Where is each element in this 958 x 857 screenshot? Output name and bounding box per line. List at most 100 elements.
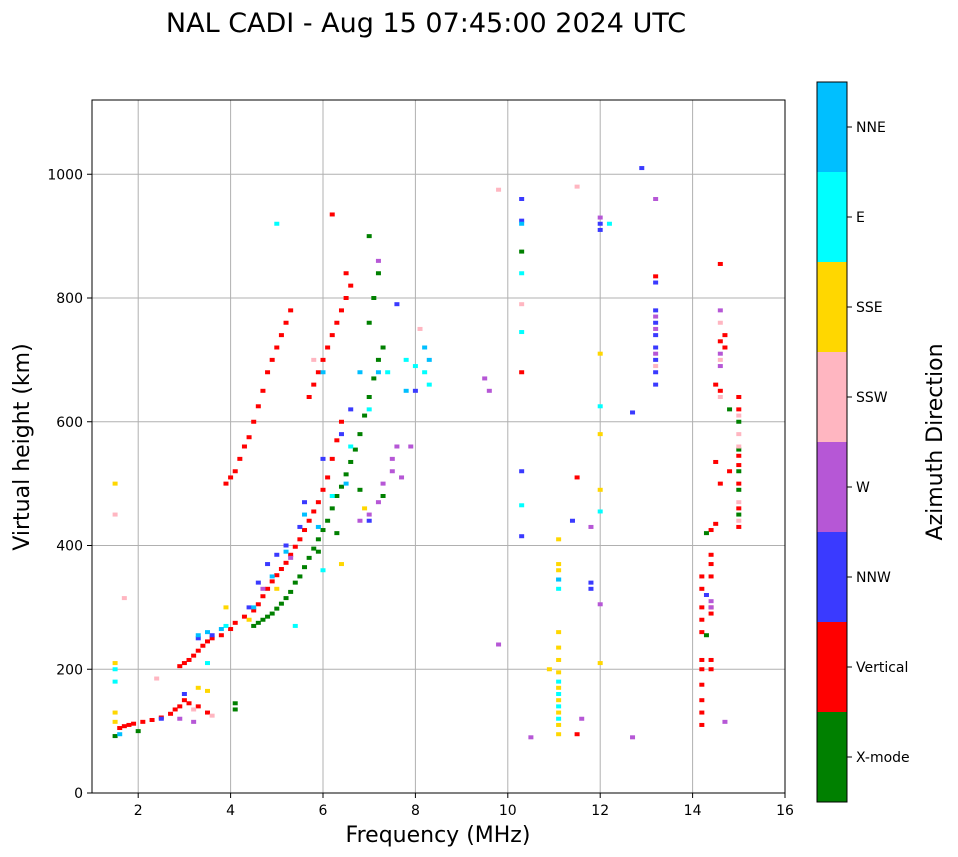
- point-vertical: [343, 271, 349, 276]
- point-ssw: [112, 512, 118, 517]
- point-vertical: [186, 701, 192, 706]
- point-nne: [195, 633, 201, 638]
- point-vertical: [205, 639, 210, 644]
- point-sse: [556, 732, 562, 737]
- point-nnw: [519, 218, 525, 223]
- point-vertical: [274, 345, 280, 350]
- point-sse: [112, 719, 118, 724]
- point-w: [653, 351, 659, 356]
- y-tick-label: 800: [56, 291, 83, 307]
- point-ssw: [717, 395, 723, 399]
- point-vertical: [117, 726, 123, 731]
- point-vertical: [186, 657, 192, 662]
- point-x-mode: [269, 611, 275, 616]
- point-w: [486, 388, 492, 393]
- point-nne: [403, 388, 409, 393]
- point-nnw: [597, 221, 603, 226]
- plot-area: [92, 100, 785, 793]
- point-w: [366, 512, 372, 517]
- point-x-mode: [112, 734, 118, 739]
- x-tick-label: 8: [411, 803, 420, 819]
- point-e: [556, 716, 562, 721]
- point-vertical: [297, 537, 303, 542]
- point-sse: [112, 661, 118, 666]
- colorbar-segment-vertical: [817, 622, 847, 712]
- point-x-mode: [703, 633, 709, 638]
- point-nnw: [653, 333, 659, 338]
- point-vertical: [708, 562, 714, 567]
- point-vertical: [283, 320, 289, 325]
- point-vertical: [237, 456, 243, 461]
- point-e: [348, 444, 354, 449]
- colorbar-segment-w: [817, 442, 847, 532]
- point-nnw: [653, 370, 659, 375]
- point-vertical: [177, 704, 183, 709]
- point-e: [223, 623, 229, 628]
- point-vertical: [246, 435, 252, 440]
- point-vertical: [722, 333, 728, 338]
- point-x-mode: [325, 518, 331, 523]
- point-sse: [546, 667, 552, 672]
- point-vertical: [722, 345, 728, 350]
- point-w: [399, 475, 405, 480]
- point-nnw: [348, 407, 354, 412]
- point-ssw: [717, 357, 723, 362]
- point-x-mode: [265, 614, 271, 619]
- point-e: [556, 679, 562, 684]
- point-sse: [112, 710, 118, 715]
- point-x-mode: [371, 376, 377, 381]
- point-e: [519, 271, 525, 276]
- point-x-mode: [366, 320, 372, 325]
- point-nnw: [519, 534, 525, 539]
- point-vertical: [727, 469, 733, 474]
- point-sse: [556, 670, 562, 675]
- point-vertical: [338, 419, 344, 424]
- colorbar-label: Azimuth Direction: [923, 343, 948, 540]
- point-nnw: [653, 357, 659, 362]
- point-vertical: [736, 463, 742, 468]
- y-axis-label: Virtual height (km): [10, 343, 35, 550]
- point-nnw: [394, 302, 400, 307]
- point-vertical: [255, 404, 261, 409]
- point-nnw: [519, 197, 525, 201]
- point-w: [717, 364, 723, 369]
- point-vertical: [717, 388, 723, 393]
- point-ssw: [121, 596, 127, 601]
- point-vertical: [736, 481, 742, 486]
- colorbar-tick-label: X-mode: [856, 750, 910, 766]
- point-nne: [556, 577, 562, 582]
- point-sse: [556, 568, 562, 573]
- point-w: [579, 716, 585, 721]
- plot-frame: [91, 99, 786, 794]
- point-vertical: [265, 586, 271, 591]
- point-x-mode: [736, 469, 742, 474]
- point-nnw: [639, 166, 645, 171]
- point-nne: [320, 370, 326, 375]
- point-vertical: [218, 633, 224, 638]
- point-vertical: [172, 707, 178, 712]
- point-w: [717, 351, 723, 356]
- point-w: [394, 444, 400, 449]
- point-x-mode: [519, 249, 525, 254]
- y-axis-ticks: 0 200 400 600 800 1000: [47, 167, 92, 802]
- point-vertical: [699, 682, 705, 687]
- point-nne: [218, 627, 224, 632]
- point-w: [496, 642, 502, 647]
- colorbar-segment-ssw: [817, 352, 847, 442]
- point-vertical: [334, 320, 340, 325]
- colorbar-tick-label: SSW: [856, 390, 888, 406]
- point-vertical: [519, 370, 525, 375]
- point-vertical: [708, 611, 714, 616]
- colorbar-tick-label: SSE: [856, 300, 883, 316]
- point-ssw: [417, 326, 423, 331]
- point-vertical: [699, 617, 705, 622]
- point-nne: [302, 512, 308, 517]
- point-x-mode: [362, 413, 368, 418]
- point-ssw: [311, 357, 317, 362]
- point-nnw: [588, 586, 594, 591]
- point-vertical: [717, 339, 723, 344]
- point-vertical: [260, 388, 266, 393]
- point-sse: [205, 688, 210, 693]
- chart-title: NAL CADI - Aug 15 07:45:00 2024 UTC: [166, 8, 686, 39]
- point-w: [260, 586, 266, 591]
